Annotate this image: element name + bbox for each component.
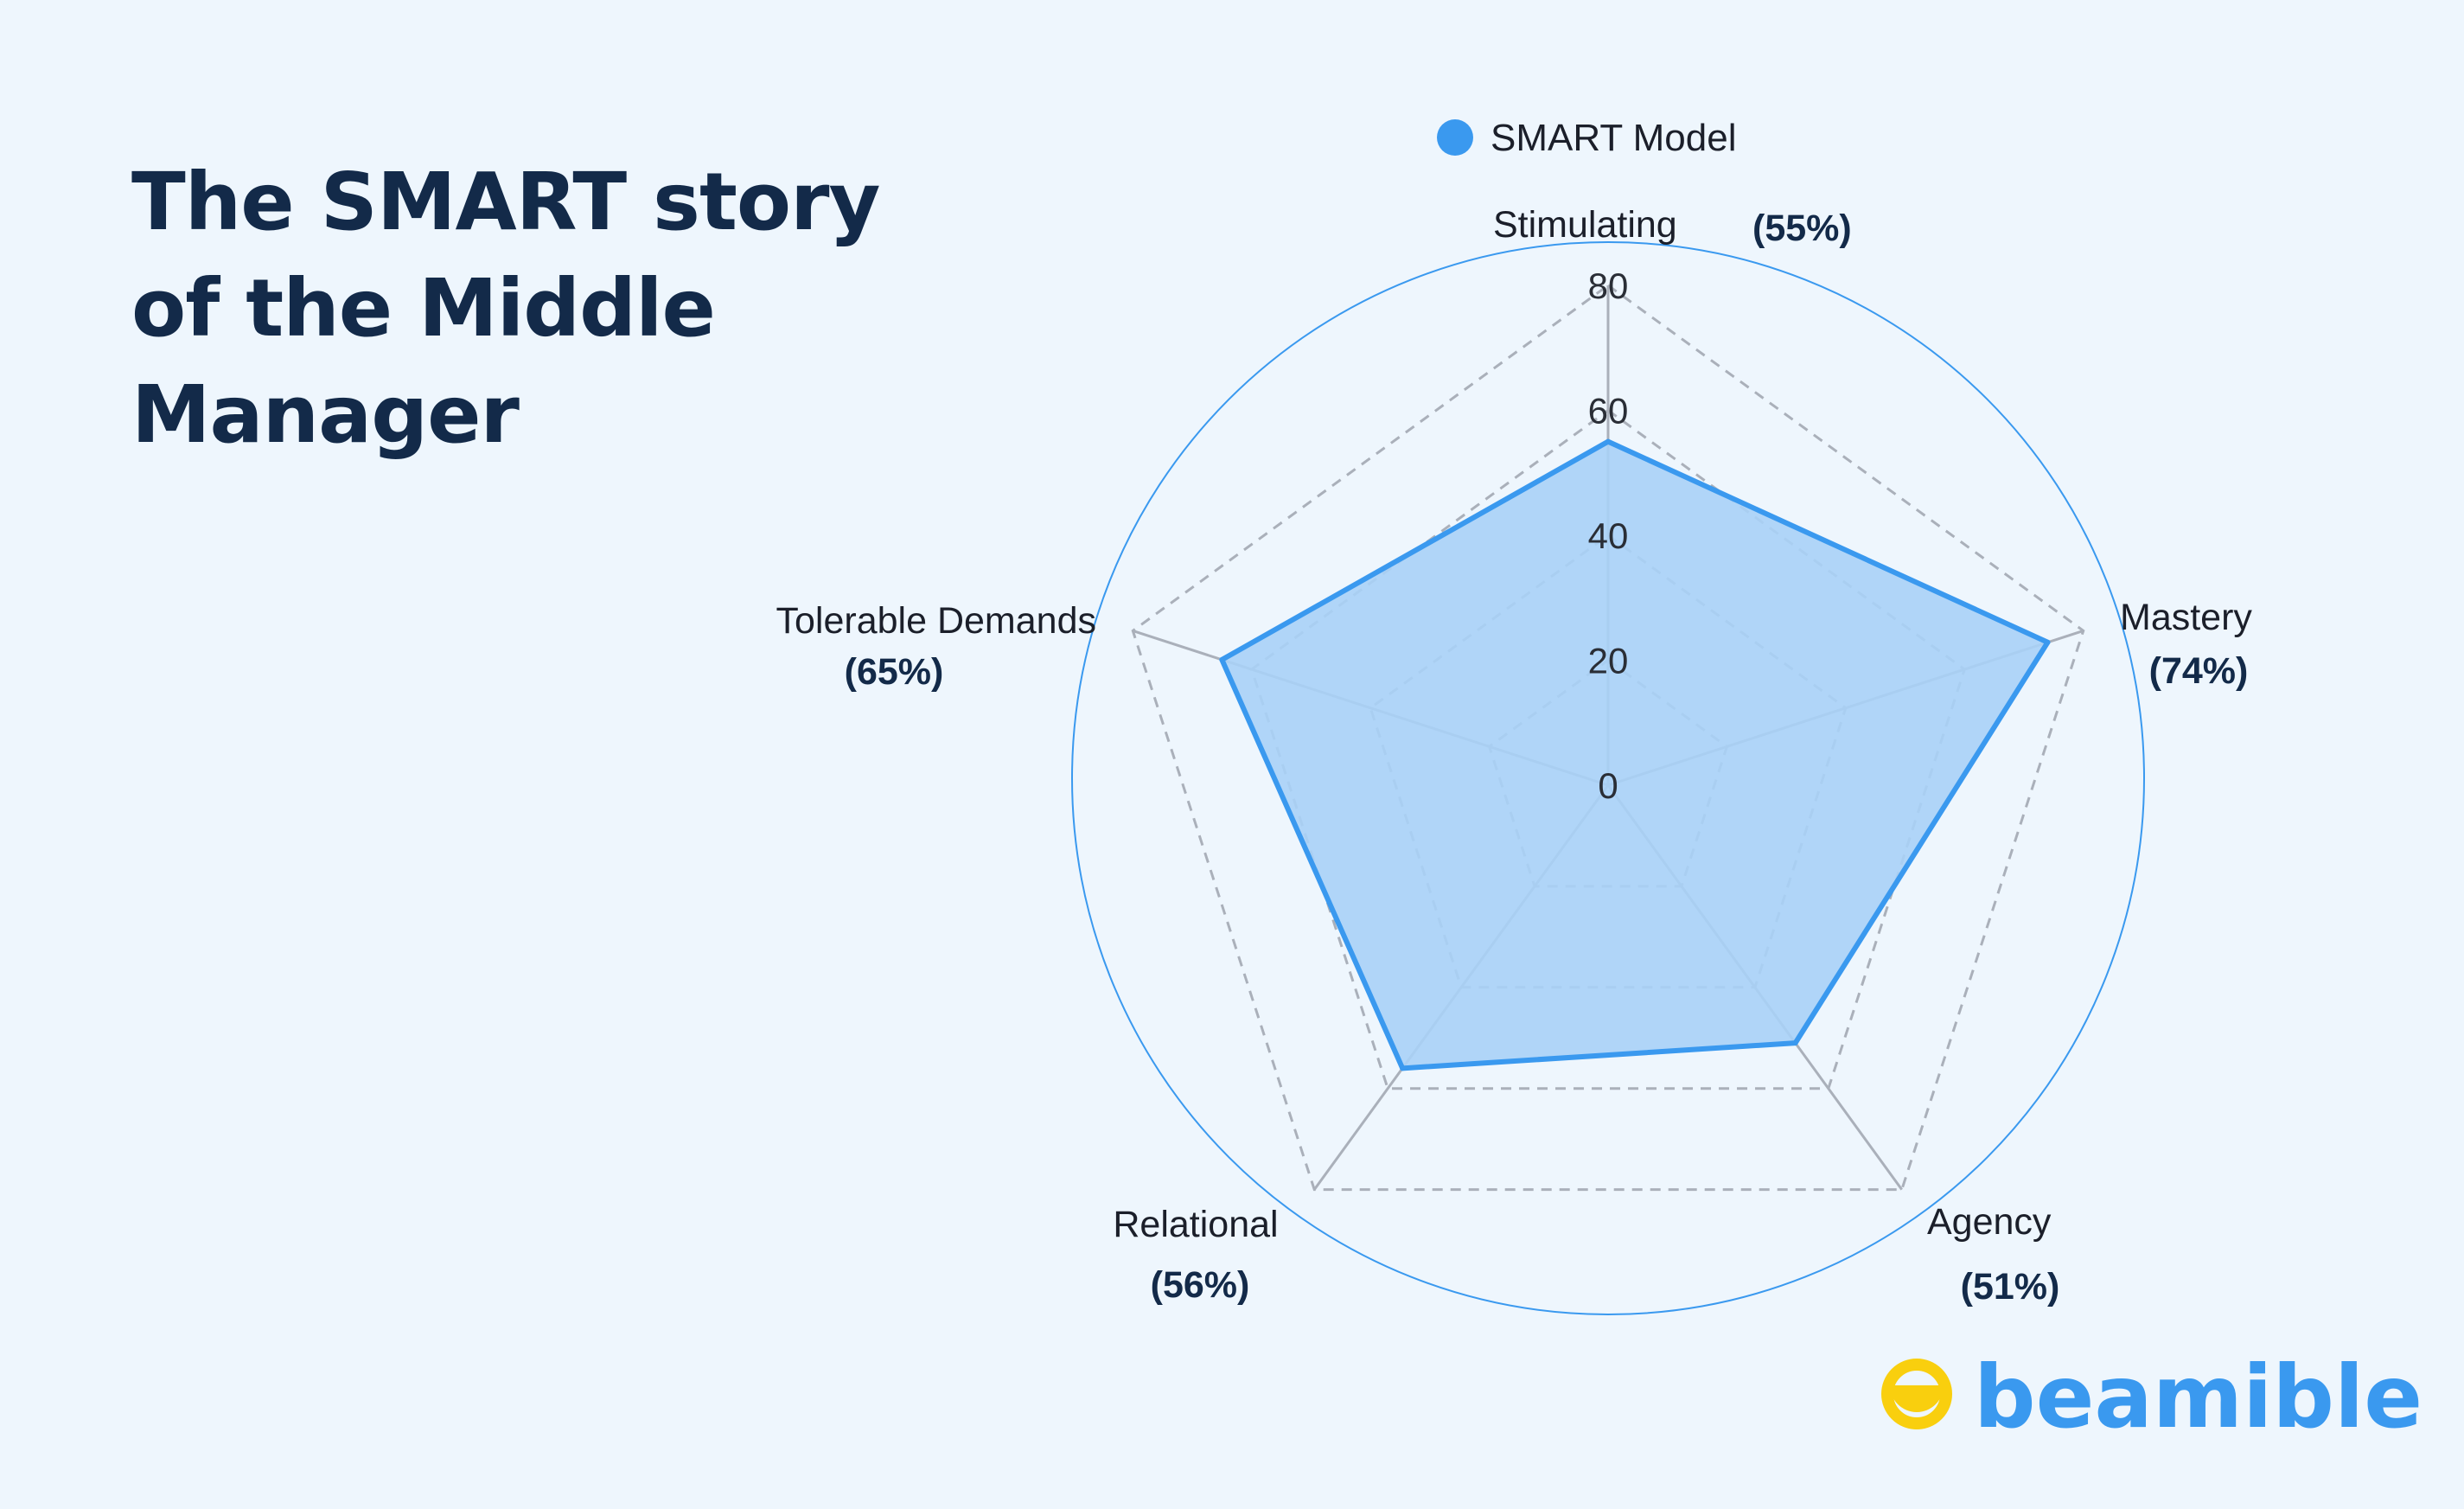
- data-point-3: [1792, 1040, 1798, 1046]
- axis-labels: Stimulating (55%) Mastery (74%) Agency (51%) R…: [776, 204, 2253, 1308]
- radial-tick-labels: 0 20 40 60 80: [1219, 265, 2051, 1071]
- brand-logo: beamible: [1881, 1346, 2423, 1448]
- axis-value-agency: (51%): [1961, 1266, 2060, 1308]
- smile-face-icon: [1881, 1359, 1952, 1429]
- axis-label-stimulating: Stimulating: [1493, 204, 1677, 246]
- data-point-1: [1605, 438, 1611, 444]
- page-title: The SMART story of the Middle Manager: [131, 149, 996, 468]
- axis-value-tolerable-demands: (65%): [845, 651, 944, 693]
- title-line-3: Manager: [131, 368, 520, 461]
- radial-tick-60: 60: [1588, 391, 1629, 432]
- data-point-5: [1219, 656, 1225, 662]
- data-point-4: [1400, 1065, 1406, 1071]
- axis-value-relational: (56%): [1151, 1264, 1250, 1306]
- brand-name: beamible: [1974, 1346, 2423, 1448]
- data-point-2: [2045, 639, 2051, 645]
- axis-value-mastery: (74%): [2149, 650, 2249, 692]
- legend-label: SMART Model: [1491, 117, 1736, 159]
- axis-label-tolerable-demands: Tolerable Demands: [776, 600, 1096, 642]
- title-line-2: of the Middle: [131, 262, 716, 355]
- axis-value-stimulating: (55%): [1752, 208, 1852, 249]
- legend-marker: [1437, 119, 1473, 156]
- axis-label-mastery: Mastery: [2120, 597, 2252, 638]
- title-line-1: The SMART story: [131, 156, 880, 248]
- radial-tick-0: 0: [1598, 765, 1618, 806]
- radial-tick-80: 80: [1588, 265, 1629, 306]
- legend: SMART Model: [1437, 117, 1736, 159]
- series-smart-model-area: [1219, 438, 2051, 1071]
- radial-tick-40: 40: [1588, 515, 1629, 556]
- axis-label-relational: Relational: [1113, 1204, 1278, 1245]
- radial-tick-20: 20: [1588, 641, 1629, 681]
- outer-circle: [1071, 241, 2145, 1315]
- axis-label-agency: Agency: [1927, 1201, 2052, 1243]
